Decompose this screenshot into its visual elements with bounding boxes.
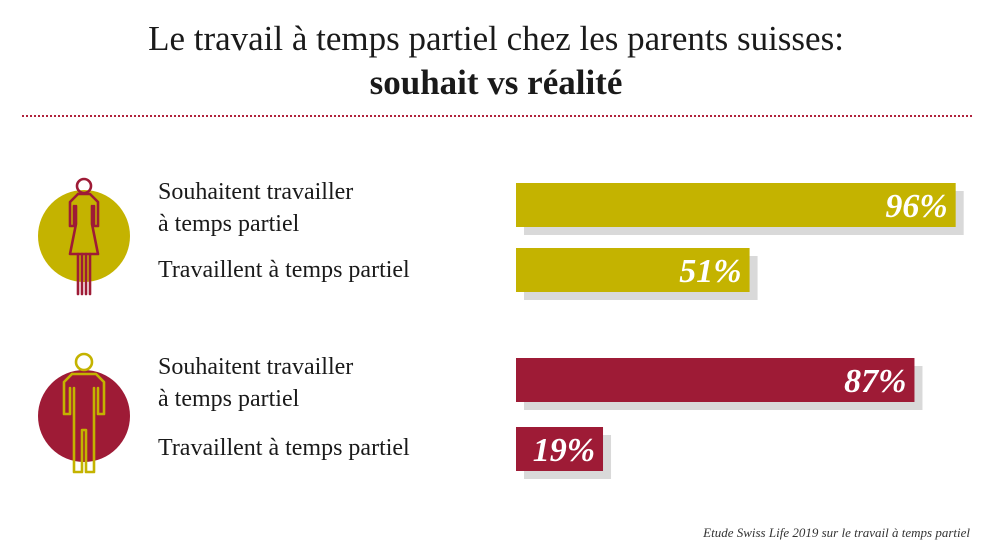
label-line2: à temps partiel bbox=[158, 386, 300, 412]
chart-subtitle: souhait vs réalité bbox=[369, 63, 623, 102]
label-line1: Travaillent à temps partiel bbox=[158, 257, 410, 283]
label-fathers-wish: Souhaitent travailler à temps partiel bbox=[158, 351, 353, 415]
man-icon bbox=[36, 352, 136, 476]
label-mothers-wish: Souhaitent travailler à temps partiel bbox=[158, 176, 353, 240]
title-divider bbox=[22, 115, 972, 117]
bar-value-label: 51% bbox=[679, 253, 741, 290]
label-mothers-actual: Travaillent à temps partiel bbox=[158, 254, 410, 286]
bar bbox=[516, 427, 604, 471]
label-line1: Souhaitent travailler bbox=[158, 179, 354, 205]
bar-value-label: 96% bbox=[885, 188, 947, 225]
bar bbox=[516, 183, 956, 227]
bar-value-label: 87% bbox=[844, 363, 906, 400]
label-fathers-actual: Travaillent à temps partiel bbox=[158, 432, 410, 464]
woman-icon bbox=[36, 176, 136, 298]
bar-value-label: 19% bbox=[533, 432, 595, 469]
label-line1: Souhaitent travailler bbox=[158, 354, 354, 380]
bar bbox=[516, 358, 915, 402]
label-line1: Travaillent à temps partiel bbox=[158, 435, 410, 461]
bar bbox=[516, 248, 750, 292]
label-line2: à temps partiel bbox=[158, 211, 300, 237]
source-note: Etude Swiss Life 2019 sur le travail à t… bbox=[703, 525, 970, 540]
chart-title: Le travail à temps partiel chez les pare… bbox=[148, 19, 844, 58]
